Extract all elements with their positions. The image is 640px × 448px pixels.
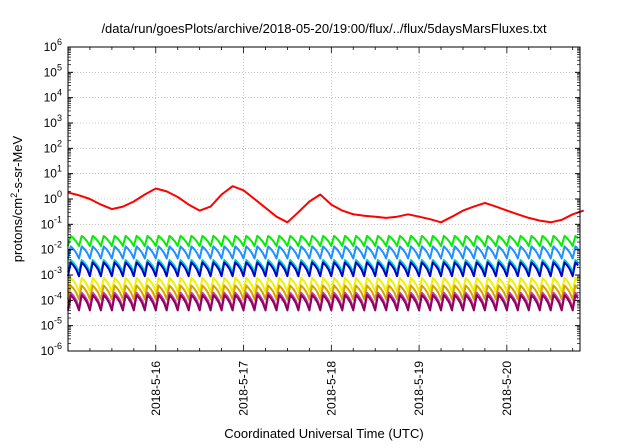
x-tick-label: 2018-5-17: [237, 361, 251, 416]
y-tick-label: 100: [44, 189, 62, 206]
y-tick-label: 103: [44, 113, 62, 130]
series-line-1: [67, 234, 579, 247]
series-line-4: [67, 261, 579, 278]
y-tick-label: 10-3: [41, 265, 62, 282]
y-tick-label: 10-6: [41, 341, 62, 358]
x-tick-labels: 2018-5-16 2018-5-17 2018-5-18 2018-5-19 2018…: [89, 47, 574, 416]
series-line-2: [67, 245, 579, 260]
series-line-3: [67, 259, 579, 274]
series-line-7: [67, 291, 579, 309]
x-tick-label: 2018-5-19: [412, 361, 426, 416]
x-tick-label: 2018-5-18: [324, 361, 338, 416]
y-tick-label: 101: [44, 164, 62, 181]
y-tick-label: 104: [44, 88, 62, 105]
y-tick-label: 10-1: [41, 214, 62, 231]
series-line-6: [67, 284, 579, 301]
series-line-8: [67, 294, 579, 312]
series-layer: [67, 185, 585, 312]
series-line-0: [67, 185, 585, 224]
series-line-5: [67, 276, 579, 293]
x-axis-label: Coordinated Universal Time (UTC): [224, 426, 423, 441]
x-tick-label: 2018-5-16: [149, 361, 163, 416]
y-tick-label: 105: [44, 62, 62, 79]
y-tick-label: 10-4: [41, 290, 62, 307]
x-tick-label: 2018-5-20: [500, 361, 514, 416]
y-tick-label: 102: [44, 138, 62, 155]
y-tick-label: 10-5: [41, 316, 62, 333]
y-axis-label: protons/cm2-s-sr-MeV: [9, 135, 25, 262]
chart-title: /data/run/goesPlots/archive/2018-05-20/1…: [101, 21, 547, 36]
y-tick-label: 106: [44, 37, 62, 54]
y-tick-label: 10-2: [41, 240, 62, 257]
grid: [68, 47, 580, 351]
y-tick-labels: 10-6 10-5 10-4 10-3 10-2 10-1 100 101 102 103 104 1…: [41, 37, 580, 358]
